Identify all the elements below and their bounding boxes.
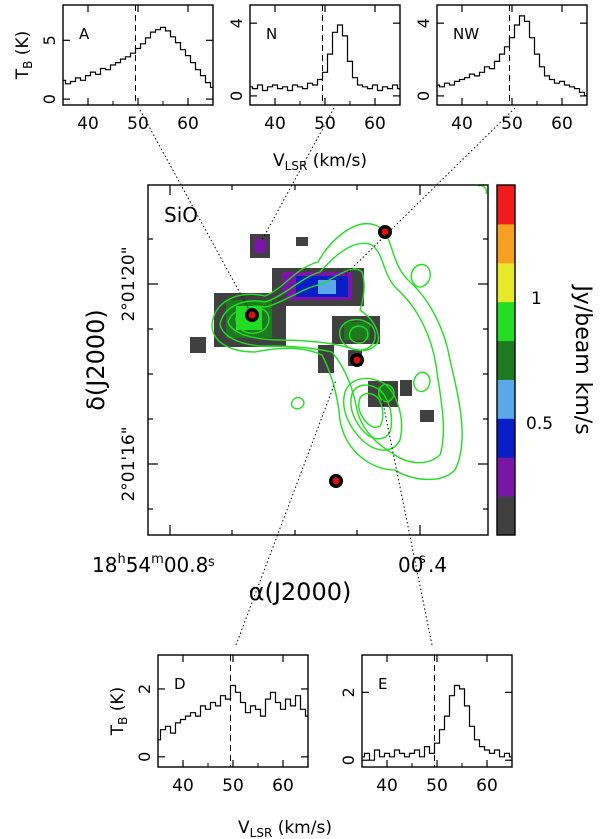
xtick-label-NW-60: 60 [551,114,573,134]
panel-label-NW: NW [453,25,479,43]
map-frame [147,184,489,536]
top-xlabel: VLSR (km/s) [273,151,367,173]
map-xtick-left-s: s [208,555,215,570]
xtick-label-NW-50: 50 [501,114,523,134]
core-markers [245,225,392,488]
xtick-label-D-50: 50 [222,776,244,796]
xtick-label-A-50: 50 [127,114,149,134]
ytick-label-E-0: 0 [339,755,358,765]
ylabel-D: TB (K) [108,687,130,736]
map-xtick-right-s: s [419,552,426,567]
xtick-label-E-40: 40 [376,776,398,796]
bottom-xlabel: VLSR (km/s) [238,818,332,839]
spectrum-panel-E: 40 50 60 0 2 E [339,654,513,796]
ytick-label-D-2: 2 [135,684,154,694]
spectrum-frame-D [157,654,309,768]
map-ytick-20: 2°01'20" [119,246,139,321]
spectrum-line-D [158,684,308,741]
spectrum-panel-NW: 40 50 60 0 4 NW [414,4,588,134]
spectrum-panel-A: 40 50 60 0 5 A TB (K) [13,4,214,134]
panel-label-N: N [266,25,277,43]
spectrum-line-E [362,684,512,761]
spectrum-panel-D: 40 50 60 0 2 D TB (K) [108,654,309,796]
xtick-label-N-60: 60 [364,114,386,134]
colorbar-cell-3 [497,379,515,419]
colorbar-tick-05: 0.5 [526,414,553,434]
ytick-label-E-2: 2 [339,687,358,697]
ytick-label-A-5: 5 [40,35,59,45]
ytick-label-NW-4: 4 [414,18,433,28]
ytick-label-N-4: 4 [227,18,246,28]
xtick-label-N-40: 40 [264,114,286,134]
ytick-label-NW-0: 0 [414,91,433,101]
map-ylabel: δ(J2000) [82,309,110,411]
xtick-label-N-50: 50 [314,114,336,134]
colorbar-cell-7 [497,223,515,264]
colorbar-tick-1: 1 [531,289,542,309]
ylabel-A: TB (K) [13,31,35,80]
panel-label-D: D [174,675,186,693]
map-ticks [148,185,488,535]
xtick-label-E-50: 50 [426,776,448,796]
panel-label-A: A [79,25,90,43]
colorbar-cell-4 [497,340,515,380]
ytick-label-D-0: 0 [135,752,154,762]
colorbar-cell-5 [497,301,515,342]
xtick-label-NW-40: 40 [451,114,473,134]
colorbar-cell-1 [497,457,515,497]
ytick-label-N-0: 0 [227,91,246,101]
spectrum-frame-NW [436,4,588,106]
map-title: SiO [164,203,198,227]
map-xtick-right: 00 [398,553,423,577]
map-xtick-left: 18h54m00.8 [92,552,208,577]
panel-label-E: E [378,675,387,693]
colorbar: 1 0.5 Jy/beam km/s [496,184,595,536]
colorbar-label: Jy/beam km/s [570,283,595,434]
colorbar-cell-8 [497,185,515,225]
map-ytick-16: 2°01'16" [119,426,139,501]
xtick-label-A-60: 60 [177,114,199,134]
ytick-label-A-0: 0 [40,94,59,104]
colorbar-cell-0 [497,496,515,536]
connector-lines [139,107,516,646]
spectrum-line-N [250,24,400,92]
spectrum-line-NW [437,15,587,97]
map-xlabel: α(J2000) [249,578,352,606]
xtick-label-E-60: 60 [476,776,498,796]
colorbar-cell-6 [497,262,515,303]
map-xtick-right-end: .4 [428,553,447,577]
xtick-label-D-40: 40 [172,776,194,796]
sio-map: SiO 2°01'20" 2°01'16" δ(J2000) 18h54m00.… [82,184,489,606]
colorbar-cell-2 [497,418,515,458]
xtick-label-A-40: 40 [77,114,99,134]
spectrum-panel-N: 40 50 60 0 4 N [227,4,401,134]
colorbar-frame [496,184,516,536]
xtick-label-D-60: 60 [272,776,294,796]
spectrum-line-A [63,26,213,88]
